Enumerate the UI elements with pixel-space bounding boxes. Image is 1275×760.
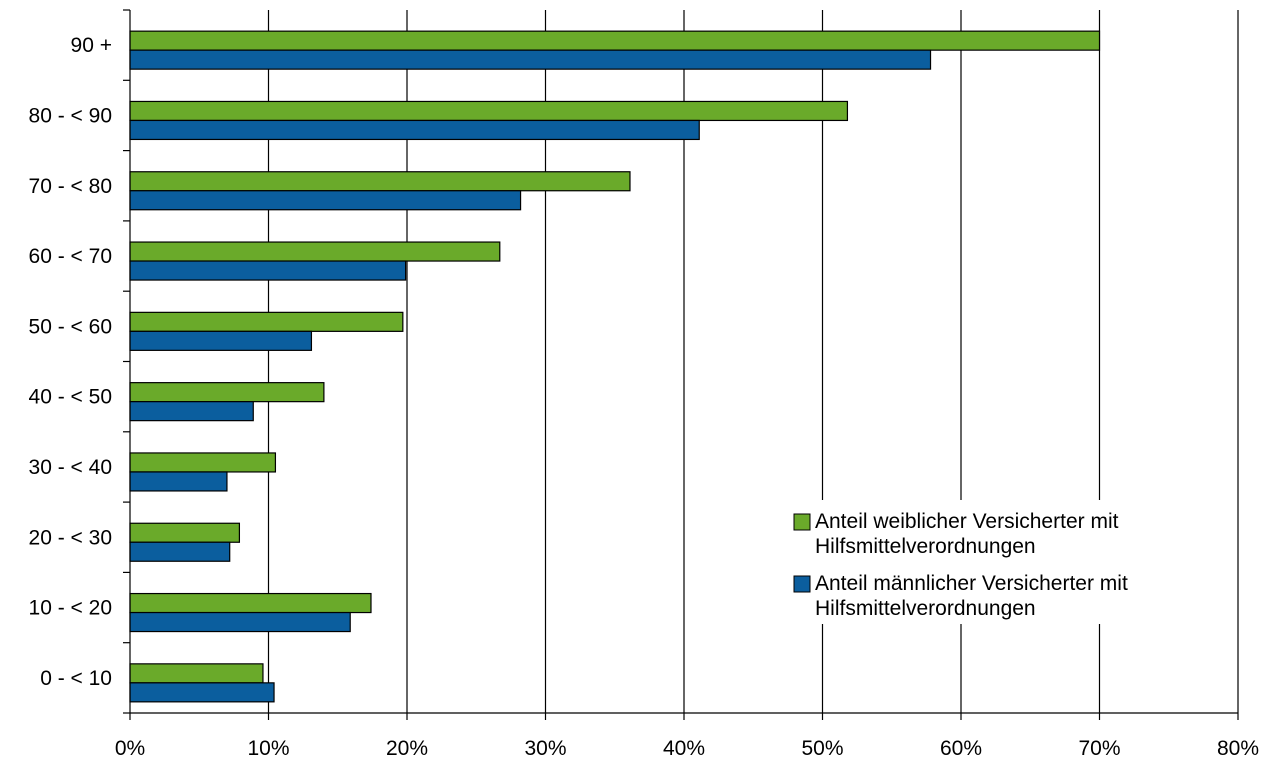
- y-tick-label: 80 - < 90: [29, 104, 112, 127]
- bar-female: [129, 171, 631, 192]
- y-tick-label: 30 - < 40: [29, 456, 112, 479]
- x-tick-label: 30%: [524, 737, 566, 760]
- bar-female: [129, 452, 277, 473]
- y-tick-label: 10 - < 20: [29, 597, 112, 620]
- bar-female: [129, 311, 404, 332]
- y-tick-label: 0 - < 10: [40, 667, 112, 690]
- x-tick-label: 10%: [247, 737, 289, 760]
- y-tick-label: 50 - < 60: [29, 315, 112, 338]
- legend-box: [790, 500, 1210, 624]
- y-tick-label: 20 - < 30: [29, 526, 112, 549]
- legend-swatch-male: [793, 575, 811, 593]
- bar-female: [129, 522, 241, 543]
- bar-female: [129, 241, 501, 262]
- bar-male: [129, 401, 254, 422]
- bars: [129, 30, 1101, 703]
- bar-female: [129, 663, 264, 684]
- bar-female: [129, 100, 849, 122]
- legend-label: Anteil weiblicher Versicherter mit: [815, 510, 1119, 533]
- bar-female: [129, 382, 325, 403]
- x-tick-label: 40%: [663, 737, 705, 760]
- x-tick-label: 20%: [386, 737, 428, 760]
- y-tick-label: 60 - < 70: [29, 245, 112, 268]
- legend-swatch-female: [793, 513, 811, 531]
- bar-male: [129, 330, 313, 351]
- bar-male: [129, 611, 351, 633]
- bar-male: [129, 541, 231, 562]
- bar-male: [129, 119, 700, 141]
- bar-male: [129, 49, 932, 70]
- x-tick-label: 50%: [801, 737, 843, 760]
- x-tick-label: 60%: [940, 737, 982, 760]
- x-tick-label: 0%: [115, 737, 145, 760]
- y-tick-label: 70 - < 80: [29, 175, 112, 198]
- legend-label: Hilfsmittelverordnungen: [815, 535, 1036, 558]
- bar-male: [129, 190, 522, 211]
- legend: Anteil weiblicher Versicherter mitHilfsm…: [790, 500, 1210, 624]
- y-tick-label: 40 - < 50: [29, 386, 112, 409]
- y-tick-label: 90 +: [71, 34, 112, 57]
- x-tick-label: 70%: [1078, 737, 1120, 760]
- bar-female: [129, 30, 1101, 51]
- axes: 0% 10% 20% 30% 40% 50% 60% 70% 80% 90 + 80 - < 90 7…: [29, 9, 1259, 760]
- bar-female: [129, 592, 372, 614]
- bar-male: [129, 260, 407, 281]
- bar-male: [129, 471, 228, 492]
- legend-label: Hilfsmittelverordnungen: [815, 597, 1036, 620]
- x-tick-label: 80%: [1217, 737, 1259, 760]
- bar-male: [129, 682, 275, 703]
- legend-label: Anteil männlicher Versicherter mit: [815, 572, 1128, 595]
